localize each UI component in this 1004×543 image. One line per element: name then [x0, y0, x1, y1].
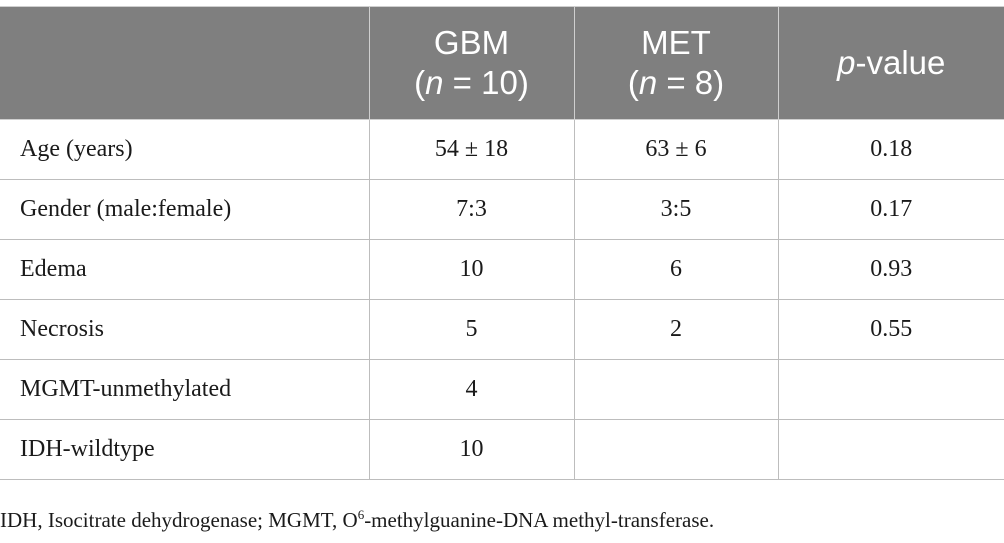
- table-row: IDH-wildtype 10: [0, 419, 1004, 480]
- header-met-n: (n = 8): [627, 64, 725, 101]
- met-cell: [573, 419, 779, 480]
- header-met: MET (n = 8): [573, 6, 779, 120]
- met-cell: 6: [573, 239, 779, 300]
- met-cell: [573, 359, 779, 420]
- table-container: GBM (n = 10) MET (n = 8) p-value Age (ye…: [0, 6, 1004, 480]
- table-header: GBM (n = 10) MET (n = 8) p-value: [0, 6, 1004, 120]
- header-gbm-n: (n = 10): [414, 64, 529, 101]
- met-cell: 63 ± 6: [573, 119, 779, 180]
- met-cell: 2: [573, 299, 779, 360]
- gbm-cell: 10: [368, 239, 575, 300]
- p-value-cell: 0.18: [777, 119, 1004, 180]
- gbm-cell: 5: [368, 299, 575, 360]
- row-label: IDH-wildtype: [0, 419, 370, 480]
- gbm-cell: 10: [368, 419, 575, 480]
- header-blank-cell: [0, 6, 370, 120]
- p-value-cell: 0.17: [777, 179, 1004, 240]
- table-row: Necrosis 5 2 0.55: [0, 299, 1004, 360]
- gbm-cell: 7:3: [368, 179, 575, 240]
- table-row: Gender (male:female) 7:3 3:5 0.17: [0, 179, 1004, 240]
- row-label: Edema: [0, 239, 370, 300]
- row-label: Gender (male:female): [0, 179, 370, 240]
- table-body: Age (years) 54 ± 18 63 ± 6 0.18 Gender (…: [0, 119, 1004, 480]
- p-value-cell: [777, 419, 1004, 480]
- header-p-value: p-value: [777, 6, 1004, 120]
- p-value-cell: 0.93: [777, 239, 1004, 300]
- row-label: Necrosis: [0, 299, 370, 360]
- header-gbm: GBM (n = 10): [368, 6, 575, 120]
- header-met-title: MET: [641, 24, 711, 61]
- table-row: Age (years) 54 ± 18 63 ± 6 0.18: [0, 119, 1004, 180]
- row-label: Age (years): [0, 119, 370, 180]
- gbm-cell: 54 ± 18: [368, 119, 575, 180]
- table-row: MGMT-unmethylated 4: [0, 359, 1004, 420]
- header-p-value-title: p-value: [837, 44, 946, 81]
- table-footnote: IDH, Isocitrate dehydrogenase; MGMT, O6-…: [0, 507, 715, 532]
- table-row: Edema 10 6 0.93: [0, 239, 1004, 300]
- header-row: GBM (n = 10) MET (n = 8) p-value: [0, 6, 1004, 120]
- p-value-cell: 0.55: [777, 299, 1004, 360]
- header-gbm-title: GBM: [433, 24, 510, 61]
- patient-characteristics-table: GBM (n = 10) MET (n = 8) p-value Age (ye…: [0, 6, 1004, 480]
- row-label: MGMT-unmethylated: [0, 359, 370, 420]
- met-cell: 3:5: [573, 179, 779, 240]
- p-value-cell: [777, 359, 1004, 420]
- gbm-cell: 4: [368, 359, 575, 420]
